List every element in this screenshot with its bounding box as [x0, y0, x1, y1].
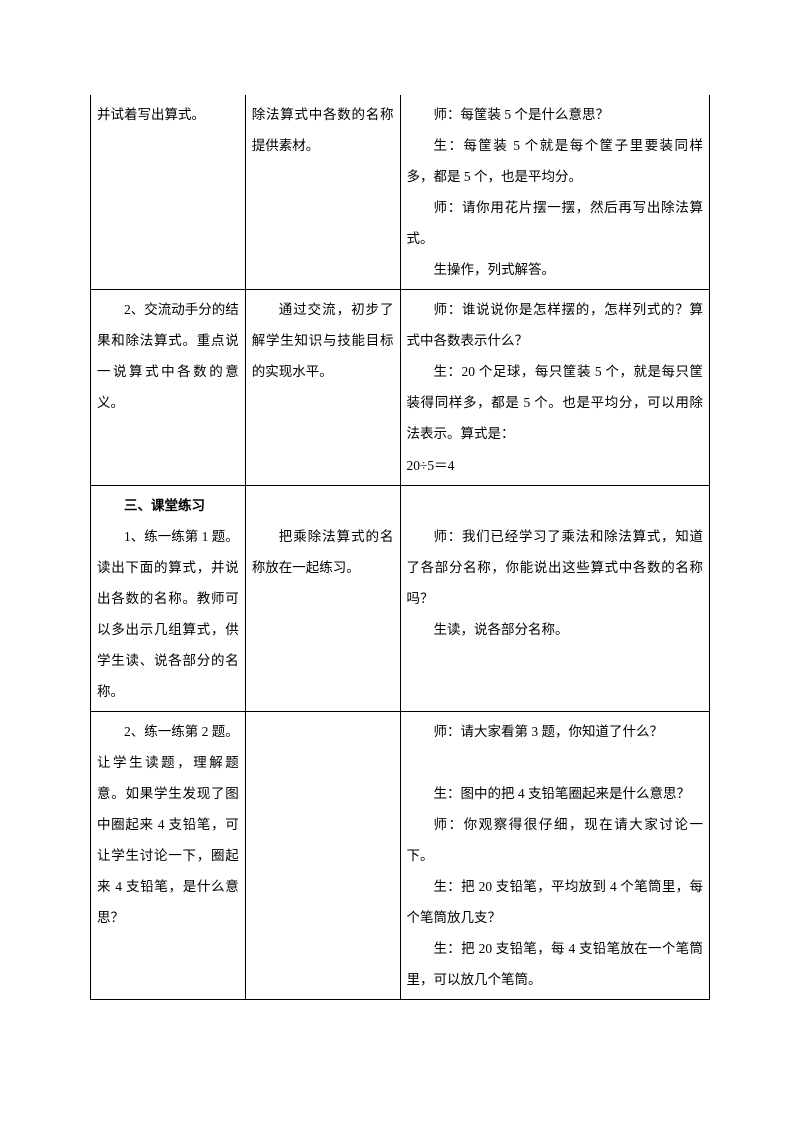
text-line: 生：把 20 支铅笔，每 4 支铅笔放在一个笔筒里，可以放几个笔筒。 [407, 933, 704, 995]
text-line: 师：谁说说你是怎样摆的，怎样列式的？算式中各数表示什么？ [407, 294, 704, 356]
col-dialogue: 师：请大家看第 3 题，你知道了什么？ 生：图中的把 4 支铅笔圈起来是什么意思… [400, 711, 710, 999]
text-line: 生：把 20 支铅笔，平均放到 4 个笔筒里，每个笔筒放几支？ [407, 871, 704, 933]
text-line: 1、练一练第 1 题。读出下面的算式，并说出各数的名称。教师可以多出示几组算式，… [97, 521, 239, 707]
text-line [407, 747, 704, 778]
col-dialogue: 师：每筐装 5 个是什么意思？生：每筐装 5 个就是每个筐子里要装同样多，都是 … [400, 95, 710, 290]
col-dialogue: 师：谁说说你是怎样摆的，怎样列式的？算式中各数表示什么？生：20 个足球，每只筐… [400, 290, 710, 485]
text-line: 2、练一练第 2 题。让学生读题，理解题意。如果学生发现了图中圈起来 4 支铅笔… [97, 716, 239, 933]
table-row: 2、练一练第 2 题。让学生读题，理解题意。如果学生发现了图中圈起来 4 支铅笔… [91, 711, 710, 999]
col-design-intent [245, 711, 400, 999]
text-line: 通过交流，初步了解学生知识与技能目标的实现水平。 [252, 294, 394, 387]
col-dialogue: 师：我们已经学习了乘法和除法算式，知道了各部分名称，你能说出这些算式中各数的名称… [400, 485, 710, 711]
text-line: 师：我们已经学习了乘法和除法算式，知道了各部分名称，你能说出这些算式中各数的名称… [407, 521, 704, 614]
table-row: 并试着写出算式。除法算式中各数的名称提供素材。师：每筐装 5 个是什么意思？生：… [91, 95, 710, 290]
text-line: 三、课堂练习 [97, 490, 239, 521]
table-row: 三、课堂练习1、练一练第 1 题。读出下面的算式，并说出各数的名称。教师可以多出… [91, 485, 710, 711]
text-line: 2、交流动手分的结果和除法算式。重点说一说算式中各数的意义。 [97, 294, 239, 418]
text-line: 生：20 个足球，每只筐装 5 个，就是每只筐装得同样多，都是 5 个。也是平均… [407, 356, 704, 449]
text-line: 除法算式中各数的名称提供素材。 [252, 99, 394, 161]
table-row: 2、交流动手分的结果和除法算式。重点说一说算式中各数的意义。通过交流，初步了解学… [91, 290, 710, 485]
col-design-intent: 除法算式中各数的名称提供素材。 [245, 95, 400, 290]
col-teaching-step: 2、交流动手分的结果和除法算式。重点说一说算式中各数的意义。 [91, 290, 246, 485]
text-line: 生操作，列式解答。 [407, 254, 704, 285]
text-line: 生读，说各部分名称。 [407, 614, 704, 645]
col-design-intent: 把乘除法算式的名称放在一起练习。 [245, 485, 400, 711]
text-line: 师：请你用花片摆一摆，然后再写出除法算式。 [407, 192, 704, 254]
text-line: 生：图中的把 4 支铅笔圈起来是什么意思？ [407, 778, 704, 809]
text-line: 师：你观察得很仔细，现在请大家讨论一下。 [407, 809, 704, 871]
text-line: 把乘除法算式的名称放在一起练习。 [252, 521, 394, 583]
col-teaching-step: 并试着写出算式。 [91, 95, 246, 290]
text-line: 师：请大家看第 3 题，你知道了什么？ [407, 716, 704, 747]
text-line: 生：每筐装 5 个就是每个筐子里要装同样多，都是 5 个，也是平均分。 [407, 130, 704, 192]
text-line: 20÷5＝4 [407, 450, 704, 481]
col-teaching-step: 三、课堂练习1、练一练第 1 题。读出下面的算式，并说出各数的名称。教师可以多出… [91, 485, 246, 711]
text-line: 并试着写出算式。 [97, 99, 239, 130]
text-line [252, 490, 394, 521]
lesson-table: 并试着写出算式。除法算式中各数的名称提供素材。师：每筐装 5 个是什么意思？生：… [90, 95, 710, 1000]
text-line [407, 490, 704, 521]
text-line: 师：每筐装 5 个是什么意思？ [407, 99, 704, 130]
col-design-intent: 通过交流，初步了解学生知识与技能目标的实现水平。 [245, 290, 400, 485]
col-teaching-step: 2、练一练第 2 题。让学生读题，理解题意。如果学生发现了图中圈起来 4 支铅笔… [91, 711, 246, 999]
